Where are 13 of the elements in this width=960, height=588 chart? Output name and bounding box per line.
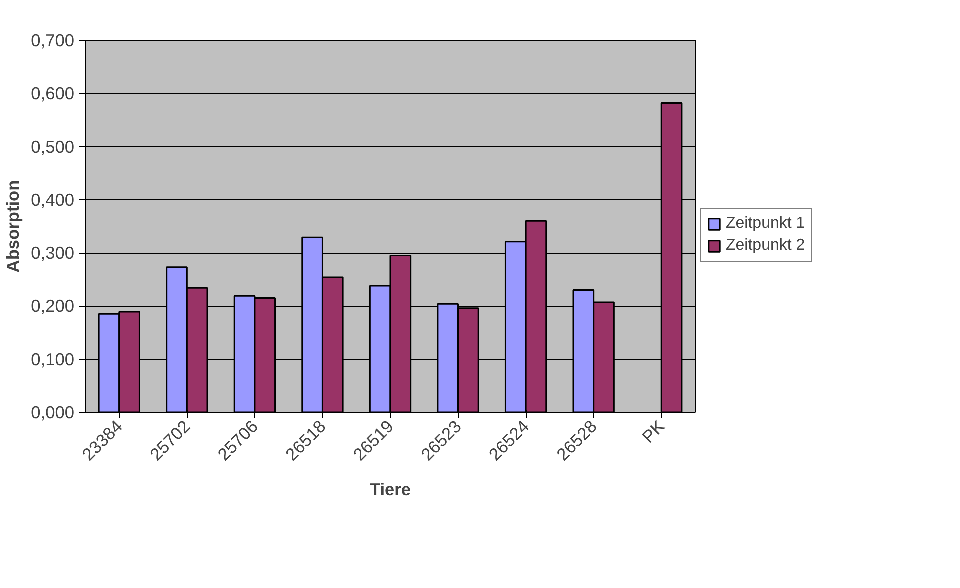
x-tick-label: PK	[638, 416, 669, 447]
legend-label: Zeitpunkt 1	[726, 215, 806, 233]
legend-label: Zeitpunkt 2	[726, 237, 806, 255]
y-tick-label: 0,600	[31, 84, 75, 104]
y-axis-title: Absorption	[3, 180, 24, 273]
y-tick-label: 0,100	[31, 349, 75, 370]
y-tick-label: 0,700	[31, 30, 75, 50]
y-tick-label: 0,400	[31, 190, 75, 210]
y-tick-label: 0,500	[31, 136, 75, 157]
y-tick-label: 0,200	[31, 296, 75, 316]
y-tick-label: 0,300	[31, 243, 75, 264]
x-axis-title: Tiere	[370, 480, 412, 500]
y-tick-label: 0,000	[31, 402, 75, 422]
